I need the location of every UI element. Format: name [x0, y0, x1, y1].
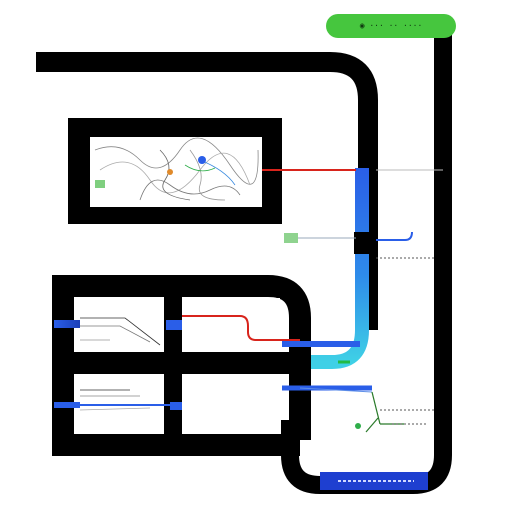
- title-badge[interactable]: ◉ ··· ·· ····: [326, 14, 456, 38]
- map-node-orange: [167, 169, 173, 175]
- red-link-grid: [182, 315, 300, 341]
- chip-icon: [284, 233, 298, 243]
- grid-cell-top-left: [74, 298, 164, 352]
- map-node-blue: [198, 156, 206, 164]
- blue-bar-bottom: [54, 402, 80, 408]
- dot-icon: [355, 423, 361, 429]
- blue-hook: [376, 231, 413, 241]
- top-pipe: [36, 52, 378, 330]
- grid-frame-mid-v: [164, 286, 182, 446]
- blue-bar-top: [54, 320, 80, 328]
- map-legend-chip: [95, 180, 105, 188]
- map-panel-inner: [90, 137, 262, 207]
- cell-wiring-top: [80, 317, 161, 346]
- tree-icon: [365, 391, 404, 433]
- grid-cell-bottom-right: [182, 374, 280, 434]
- cell-wiring-bottom: [79, 389, 151, 411]
- blue-tab-top: [166, 320, 182, 330]
- blue-link-lower-thin: [299, 387, 373, 393]
- blue-tab-bottom: [170, 402, 182, 410]
- blue-flow-pipe: [290, 168, 369, 369]
- grid-frame: [52, 275, 311, 440]
- blue-junction: [354, 232, 376, 254]
- grid-cell-top-right: [182, 298, 280, 352]
